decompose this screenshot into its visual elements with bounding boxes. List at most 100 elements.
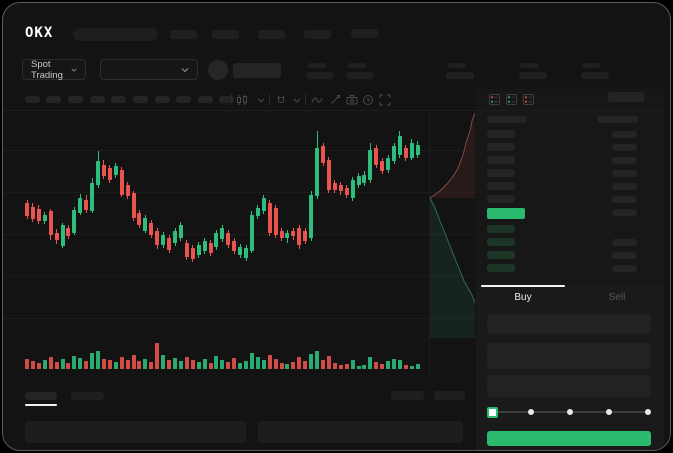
- candle-body: [84, 200, 89, 210]
- interval-button-skeleton[interactable]: [176, 96, 191, 103]
- stat-value-skeleton: [306, 72, 334, 79]
- interval-button-skeleton[interactable]: [46, 96, 61, 103]
- candle-body: [119, 170, 124, 195]
- buy-submit-button[interactable]: [487, 431, 651, 446]
- market-type-selector[interactable]: Spot Trading: [22, 58, 86, 81]
- candle-body: [36, 209, 41, 221]
- magnet-icon[interactable]: [275, 94, 287, 106]
- fullscreen-icon[interactable]: [379, 94, 391, 106]
- camera-icon[interactable]: [346, 94, 358, 106]
- candlestick-chart[interactable]: [3, 113, 476, 375]
- depth-bids-area: [430, 198, 475, 338]
- interval-button-skeleton[interactable]: [90, 96, 105, 103]
- candle-body: [167, 238, 172, 250]
- book-asks-only-icon[interactable]: [523, 94, 534, 105]
- candle-body: [273, 208, 278, 235]
- volume-bar: [36, 363, 41, 369]
- bid-row-amount-skeleton: [612, 252, 637, 259]
- stat-label-skeleton: [520, 63, 539, 68]
- stat-value-skeleton: [581, 72, 609, 79]
- orders-tab-skeleton[interactable]: [25, 392, 57, 400]
- bid-row-price-skeleton: [487, 251, 515, 259]
- candle-body: [107, 168, 112, 180]
- ask-row-amount-skeleton: [612, 170, 637, 177]
- slider-stop[interactable]: [567, 409, 573, 415]
- volume-bar: [25, 359, 29, 369]
- volume-bar: [208, 363, 213, 369]
- interval-button-skeleton[interactable]: [25, 96, 40, 103]
- pair-selector[interactable]: [100, 59, 198, 80]
- bid-row-amount-skeleton: [612, 239, 637, 246]
- candle-body: [332, 183, 337, 190]
- nav-item-skeleton[interactable]: [351, 29, 378, 38]
- volume-bar: [332, 363, 337, 369]
- slider-stop[interactable]: [528, 409, 534, 415]
- volume-bar: [244, 361, 249, 369]
- orders-action-skeleton[interactable]: [434, 391, 465, 400]
- ask-row-amount-skeleton: [612, 131, 637, 138]
- candle-body: [255, 208, 260, 216]
- interval-button-skeleton[interactable]: [219, 96, 234, 103]
- chevron-down-icon: [71, 68, 77, 72]
- okx-logo[interactable]: OKX: [25, 25, 54, 41]
- chart-gridline: [3, 192, 476, 193]
- ask-row-amount-skeleton: [612, 183, 637, 190]
- candles-icon[interactable]: [236, 94, 248, 106]
- volume-bar: [101, 359, 106, 369]
- nav-item-skeleton[interactable]: [304, 30, 331, 39]
- candle-body: [78, 198, 83, 213]
- book-asks-bids-icon[interactable]: [489, 94, 500, 105]
- interval-button-skeleton[interactable]: [68, 96, 83, 103]
- volume-bar: [84, 361, 89, 369]
- volume-bar: [202, 359, 207, 369]
- volume-bar: [368, 357, 373, 369]
- candle-body: [321, 146, 325, 163]
- volume-bar: [60, 359, 65, 369]
- volume-bar: [374, 362, 379, 369]
- candle-body: [54, 233, 59, 240]
- tab-buy[interactable]: Buy: [514, 291, 532, 303]
- slider-stop[interactable]: [645, 409, 651, 415]
- candle-body: [143, 218, 148, 231]
- draw-tool-icon[interactable]: [329, 94, 341, 106]
- candle-body: [415, 145, 420, 155]
- line-tool-icon[interactable]: [311, 94, 323, 106]
- orders-action-skeleton[interactable]: [391, 391, 424, 400]
- slider-stop[interactable]: [606, 409, 612, 415]
- interval-button-skeleton[interactable]: [198, 96, 213, 103]
- candle-body: [409, 143, 414, 158]
- interval-button-skeleton[interactable]: [133, 96, 148, 103]
- nav-item-skeleton[interactable]: [170, 30, 197, 39]
- precision-selector-skeleton[interactable]: [608, 92, 644, 102]
- candle-body: [137, 213, 142, 225]
- book-bids-only-icon[interactable]: [506, 94, 517, 105]
- search-input[interactable]: [73, 28, 158, 41]
- depth-asks-area: [430, 113, 475, 198]
- candle-body: [267, 203, 272, 233]
- ask-row-price-skeleton: [487, 130, 515, 138]
- amount-input-skeleton[interactable]: [487, 343, 651, 369]
- interval-button-skeleton[interactable]: [111, 96, 126, 103]
- history-tab-skeleton[interactable]: [71, 392, 104, 400]
- price-input-skeleton[interactable]: [487, 314, 651, 334]
- tab-sell[interactable]: Sell: [608, 291, 626, 303]
- volume-bar: [96, 351, 101, 369]
- nav-item-skeleton[interactable]: [212, 30, 239, 39]
- volume-bar: [356, 366, 361, 369]
- coin-avatar: [208, 60, 228, 80]
- total-input-skeleton[interactable]: [487, 375, 651, 397]
- interval-button-skeleton[interactable]: [155, 96, 170, 103]
- market-type-label: Spot Trading: [31, 58, 63, 81]
- candle-body: [196, 245, 201, 255]
- candle-body: [66, 228, 71, 236]
- candle-body: [178, 225, 183, 238]
- volume-bar: [178, 361, 183, 369]
- chevron-down-icon[interactable]: [255, 94, 267, 106]
- nav-item-skeleton[interactable]: [258, 30, 285, 39]
- clock-icon[interactable]: [362, 94, 374, 106]
- volume-bar: [48, 357, 53, 369]
- chevron-down-icon[interactable]: [291, 94, 303, 106]
- active-trade-tab-indicator: [481, 285, 565, 287]
- stat-value-skeleton: [519, 72, 547, 79]
- slider-handle[interactable]: [486, 406, 498, 418]
